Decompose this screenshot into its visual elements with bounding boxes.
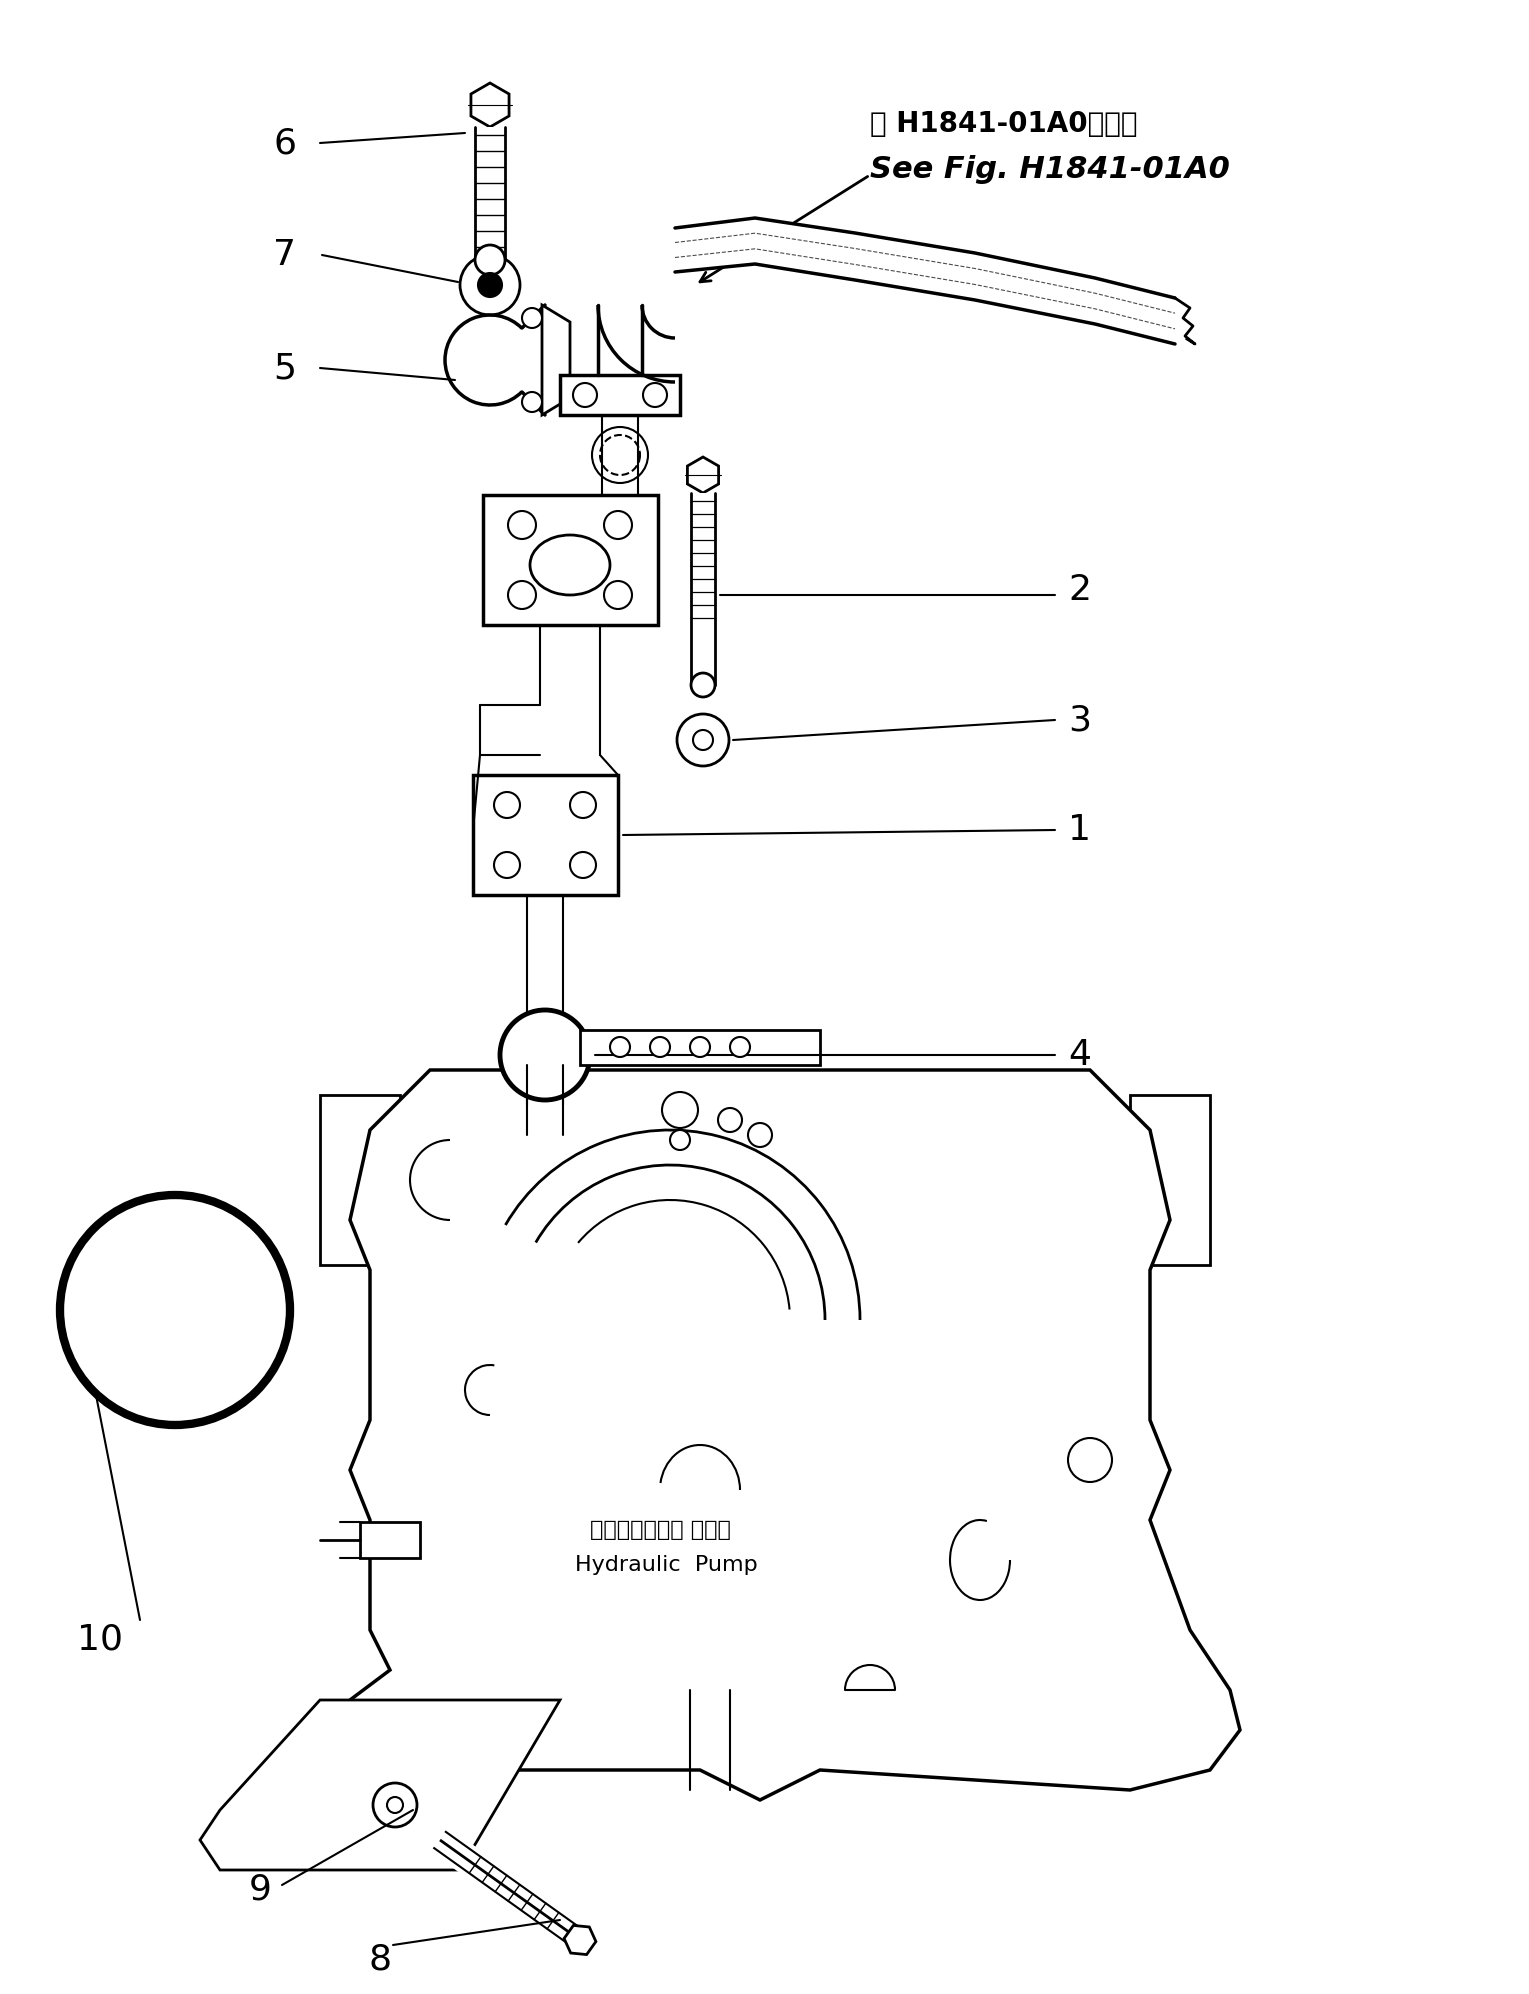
Circle shape bbox=[604, 510, 631, 538]
Circle shape bbox=[573, 383, 596, 407]
Text: 5: 5 bbox=[274, 351, 297, 385]
Circle shape bbox=[476, 245, 505, 275]
Text: 8: 8 bbox=[368, 1942, 391, 1976]
Polygon shape bbox=[598, 305, 642, 375]
Bar bbox=[560, 375, 680, 415]
Bar bbox=[359, 1521, 420, 1557]
Circle shape bbox=[508, 580, 537, 608]
Circle shape bbox=[570, 792, 596, 818]
Circle shape bbox=[650, 1037, 670, 1057]
Circle shape bbox=[592, 427, 648, 483]
Text: 4: 4 bbox=[1069, 1039, 1092, 1073]
Circle shape bbox=[1067, 1438, 1112, 1482]
Circle shape bbox=[748, 1123, 772, 1147]
Bar bbox=[1130, 1095, 1209, 1264]
Circle shape bbox=[693, 730, 713, 750]
Polygon shape bbox=[688, 457, 719, 493]
Circle shape bbox=[387, 1797, 404, 1813]
Circle shape bbox=[610, 1037, 630, 1057]
Circle shape bbox=[508, 510, 537, 538]
Bar bbox=[483, 495, 657, 624]
Text: 1: 1 bbox=[1069, 814, 1092, 847]
Text: ハイドロリック ボンプ: ハイドロリック ボンプ bbox=[590, 1519, 731, 1539]
Text: 7: 7 bbox=[274, 237, 297, 271]
Circle shape bbox=[494, 851, 520, 877]
Circle shape bbox=[373, 1783, 417, 1827]
Circle shape bbox=[460, 255, 520, 315]
Circle shape bbox=[690, 1037, 709, 1057]
Circle shape bbox=[521, 393, 541, 413]
Circle shape bbox=[719, 1109, 742, 1133]
Polygon shape bbox=[564, 1926, 596, 1954]
Polygon shape bbox=[471, 84, 509, 128]
Polygon shape bbox=[480, 706, 599, 756]
Circle shape bbox=[691, 674, 716, 698]
Text: See Fig. H1841-01A0: See Fig. H1841-01A0 bbox=[870, 156, 1229, 183]
Bar bbox=[691, 493, 716, 686]
Circle shape bbox=[644, 383, 667, 407]
Circle shape bbox=[521, 307, 541, 327]
Polygon shape bbox=[541, 305, 570, 415]
Text: 第 H1841-01A0図参照: 第 H1841-01A0図参照 bbox=[870, 110, 1138, 138]
Bar bbox=[472, 776, 618, 895]
Polygon shape bbox=[200, 1701, 560, 1870]
Circle shape bbox=[60, 1194, 291, 1426]
Bar bbox=[320, 1095, 401, 1264]
Circle shape bbox=[662, 1093, 699, 1129]
Text: 6: 6 bbox=[274, 126, 297, 160]
Text: 10: 10 bbox=[76, 1623, 122, 1657]
Circle shape bbox=[604, 580, 631, 608]
Text: 2: 2 bbox=[1069, 572, 1092, 606]
Bar bbox=[579, 1031, 820, 1065]
Circle shape bbox=[729, 1037, 751, 1057]
Bar bbox=[476, 128, 505, 259]
Circle shape bbox=[494, 792, 520, 818]
Polygon shape bbox=[674, 217, 1174, 345]
Circle shape bbox=[500, 1011, 590, 1101]
Circle shape bbox=[677, 714, 729, 766]
Circle shape bbox=[670, 1131, 690, 1151]
Circle shape bbox=[479, 273, 502, 297]
Text: Hydraulic  Pump: Hydraulic Pump bbox=[575, 1555, 758, 1575]
Text: 3: 3 bbox=[1069, 704, 1092, 738]
Circle shape bbox=[570, 851, 596, 877]
Polygon shape bbox=[350, 1071, 1240, 1801]
Text: 9: 9 bbox=[249, 1872, 272, 1906]
